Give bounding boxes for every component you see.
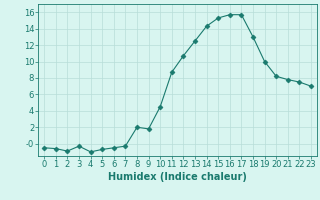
X-axis label: Humidex (Indice chaleur): Humidex (Indice chaleur) [108,172,247,182]
